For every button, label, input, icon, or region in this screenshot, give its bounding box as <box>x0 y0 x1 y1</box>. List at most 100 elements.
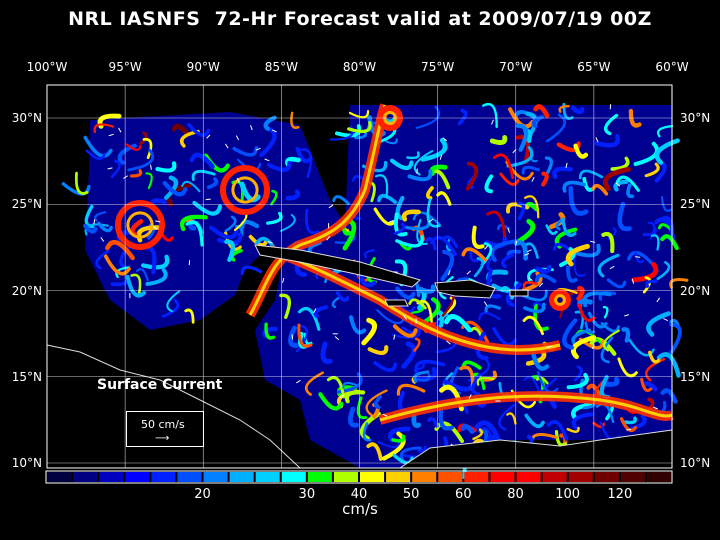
current-streak <box>648 350 661 364</box>
current-streak <box>603 113 619 136</box>
current-vector <box>296 379 301 384</box>
current-streak <box>460 423 475 434</box>
current-vector <box>334 336 340 341</box>
current-streak <box>348 109 370 119</box>
longitude-label: 95°W <box>108 60 142 74</box>
current-streak <box>573 365 583 382</box>
current-streak <box>413 150 434 176</box>
current-streak <box>248 234 269 247</box>
current-streak <box>457 108 468 126</box>
colorbar-swatch <box>229 472 254 482</box>
current-streak <box>628 108 642 128</box>
current-streak <box>533 302 549 332</box>
current-vector <box>108 133 114 137</box>
colorbar-border <box>45 470 673 484</box>
colorbar-tick-label: 100 <box>555 487 581 502</box>
current-streak <box>669 322 682 355</box>
latitude-label: 25°N <box>680 197 711 212</box>
current-vector <box>484 245 489 250</box>
current-streak <box>303 332 313 346</box>
current-streak <box>125 143 142 151</box>
current-streak <box>267 160 292 172</box>
current-vector <box>624 314 630 317</box>
current-streak <box>373 361 398 372</box>
current-streak <box>530 350 550 371</box>
current-streak <box>388 426 411 443</box>
colorbar-swatch <box>542 472 567 482</box>
current-streak <box>610 156 630 171</box>
current-streak <box>412 211 441 226</box>
current-streak <box>135 268 149 282</box>
current-streak <box>631 261 659 283</box>
current-streak <box>413 370 430 384</box>
colorbar-tick-label: 80 <box>507 487 524 502</box>
current-streak <box>145 172 153 190</box>
current-streak <box>506 145 534 168</box>
current-vector <box>153 226 158 231</box>
latitude-label: 15°N <box>11 369 42 384</box>
current-vector <box>635 256 641 258</box>
current-streak <box>565 243 590 267</box>
current-streak <box>642 226 657 237</box>
current-streak <box>263 115 277 131</box>
current-streak <box>85 149 106 160</box>
current-streak <box>517 218 536 244</box>
current-vector <box>339 394 345 399</box>
reference-vector-box: 50 cm/s ⟶ <box>126 411 204 447</box>
current-streak <box>626 183 635 199</box>
current-streak <box>162 181 188 197</box>
current-vector <box>206 134 211 139</box>
current-streak <box>408 298 427 310</box>
latitude-label: 20°N <box>680 283 711 298</box>
longitude-label: 90°W <box>186 60 220 74</box>
current-streak <box>342 381 358 389</box>
current-vector <box>326 235 331 241</box>
current-vector <box>150 164 152 170</box>
current-streak <box>415 105 441 129</box>
graticule <box>46 85 673 468</box>
current-streak <box>413 373 431 382</box>
current-vector <box>442 137 448 142</box>
current-streak <box>544 156 553 175</box>
current-streak <box>95 249 110 270</box>
current-streak <box>523 242 539 259</box>
major-current-core <box>248 104 387 316</box>
current-streak <box>161 298 180 318</box>
current-streak <box>656 261 671 281</box>
current-streak <box>552 166 573 179</box>
colorbar-swatch <box>255 472 280 482</box>
current-streak <box>600 322 620 333</box>
current-streak <box>393 222 406 235</box>
current-vector <box>235 135 240 141</box>
current-streak <box>461 247 487 262</box>
major-current-core <box>379 394 673 422</box>
current-streak <box>141 254 170 270</box>
current-streak <box>425 186 434 200</box>
ocean-field <box>85 105 672 468</box>
current-vector <box>393 334 396 340</box>
current-streak <box>660 388 678 404</box>
current-streak <box>189 152 215 169</box>
latitude-label: 20°N <box>11 283 42 298</box>
current-streak <box>184 308 195 324</box>
current-streak <box>399 446 422 462</box>
longitude-label: 70°W <box>499 60 533 74</box>
current-streak <box>573 243 601 258</box>
current-streak <box>573 255 586 277</box>
current-streak <box>240 219 260 229</box>
current-streak <box>492 327 517 347</box>
latitude-label: 30°N <box>11 111 42 125</box>
current-streak <box>640 377 653 392</box>
current-streak <box>288 325 299 348</box>
current-streak <box>545 113 567 143</box>
colorbar-swatch <box>203 472 228 482</box>
jamaica <box>384 299 409 307</box>
current-vector <box>652 406 658 410</box>
current-vector <box>663 317 669 322</box>
current-streak <box>537 370 559 394</box>
current-streak <box>556 141 581 153</box>
current-vector <box>538 282 544 288</box>
current-streak <box>535 264 552 274</box>
colorbar-swatch <box>490 472 515 482</box>
